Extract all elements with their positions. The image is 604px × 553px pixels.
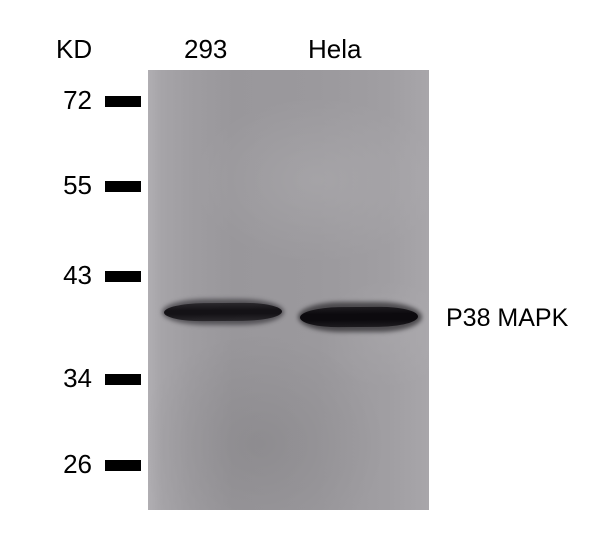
ladder-marker xyxy=(105,181,141,192)
ladder-marker xyxy=(105,271,141,282)
ladder-marker xyxy=(105,460,141,471)
ladder-marker xyxy=(105,374,141,385)
band-293 xyxy=(164,302,282,321)
header-lane-293: 293 xyxy=(184,34,227,65)
target-label: P38 MAPK xyxy=(446,304,568,333)
mw-label-43: 43 xyxy=(42,260,92,291)
blot-membrane xyxy=(148,70,429,510)
band-hela xyxy=(300,306,418,327)
mw-label-55: 55 xyxy=(42,170,92,201)
mw-label-34: 34 xyxy=(42,363,92,394)
ladder-marker xyxy=(105,96,141,107)
mw-label-26: 26 xyxy=(42,449,92,480)
header-lane-hela: Hela xyxy=(308,34,361,65)
mw-label-72: 72 xyxy=(42,85,92,116)
figure-container: KD 293 Hela 72 55 43 34 26 P38 MAPK xyxy=(0,0,604,553)
header-kd: KD xyxy=(56,34,92,65)
